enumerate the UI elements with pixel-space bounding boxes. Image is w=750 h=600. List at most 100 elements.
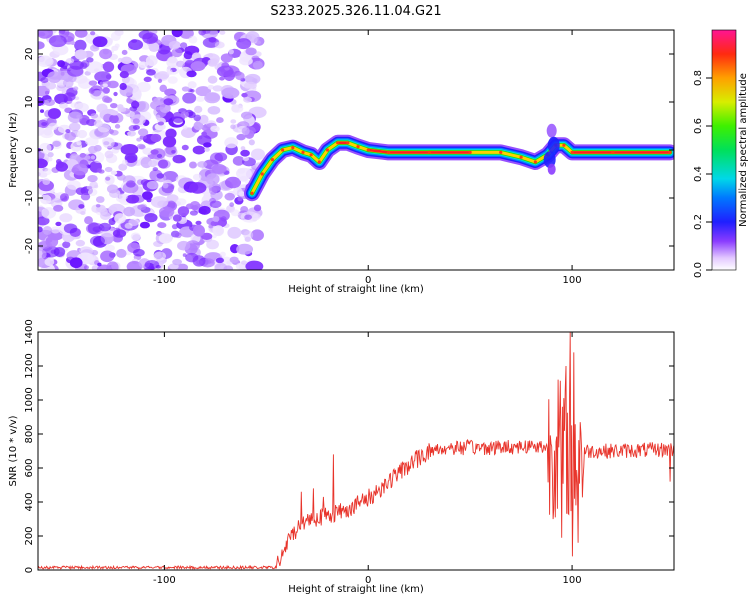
noise-speckle: [48, 35, 67, 48]
noise-speckle: [150, 196, 169, 209]
noise-speckle: [144, 259, 160, 270]
noise-speckle: [219, 30, 226, 35]
noise-speckle: [40, 194, 52, 205]
noise-speckle: [176, 198, 187, 206]
noise-speckle: [50, 226, 61, 234]
noise-speckle: [250, 148, 265, 161]
noise-speckle: [197, 161, 208, 168]
noise-speckle: [69, 257, 83, 269]
y-tick-label: 0: [24, 567, 35, 573]
noise-speckle: [195, 96, 205, 102]
noise-speckle: [156, 153, 163, 159]
noise-speckle: [189, 201, 201, 211]
noise-speckle: [153, 106, 167, 118]
noise-speckle: [47, 108, 61, 120]
noise-speckle: [156, 173, 165, 179]
snr-series-line: [38, 332, 674, 570]
noise-speckle: [76, 114, 81, 119]
noise-speckle: [139, 134, 147, 140]
noise-speckle: [121, 159, 128, 165]
noise-speckle: [198, 30, 206, 36]
figure-title: S233.2025.326.11.04.G21: [270, 4, 441, 19]
noise-speckle: [214, 262, 228, 270]
noise-speckle: [230, 119, 237, 124]
noise-speckle: [201, 232, 213, 240]
noise-speckle: [38, 180, 54, 192]
noise-speckle: [105, 176, 111, 181]
noise-speckle: [126, 261, 143, 270]
noise-speckle: [78, 204, 85, 209]
noise-speckle: [109, 103, 118, 109]
noise-speckle: [65, 57, 75, 64]
noise-speckle: [144, 212, 158, 223]
noise-speckle: [104, 244, 116, 252]
noise-speckle: [100, 250, 115, 263]
noise-speckle: [195, 86, 212, 97]
noise-speckle: [137, 204, 147, 211]
noise-speckle: [63, 92, 76, 102]
y-tick-label: 400: [24, 492, 35, 511]
noise-speckle: [87, 174, 98, 183]
noise-speckle: [162, 135, 177, 148]
noise-speckle: [219, 251, 226, 258]
noise-speckle: [139, 221, 150, 229]
ridge-point: [250, 191, 254, 195]
ridge-point: [570, 150, 574, 154]
noise-speckle: [167, 76, 178, 84]
noise-speckle: [38, 241, 51, 249]
noise-speckle: [164, 88, 177, 97]
noise-speckle: [152, 167, 159, 172]
noise-speckle: [108, 129, 114, 134]
noise-speckle: [97, 262, 102, 267]
noise-speckle: [44, 168, 52, 175]
noise-speckle: [55, 162, 69, 172]
noise-speckle: [90, 31, 96, 36]
noise-speckle: [180, 111, 190, 118]
noise-speckle: [118, 163, 128, 171]
noise-speckle: [228, 49, 234, 55]
noise-speckle: [80, 192, 91, 201]
noise-speckle: [90, 155, 96, 160]
noise-speckle: [250, 229, 264, 241]
noise-speckle: [84, 216, 93, 225]
noise-speckle: [138, 61, 148, 69]
ridge-point: [533, 160, 537, 164]
noise-speckle: [148, 160, 158, 168]
noise-speckle: [215, 257, 224, 264]
noise-speckle: [74, 49, 87, 60]
noise-speckle: [209, 200, 222, 208]
noise-speckle: [117, 106, 127, 113]
noise-speckle: [237, 168, 246, 174]
noise-speckle: [132, 87, 142, 97]
noise-speckle: [121, 49, 128, 55]
noise-speckle: [210, 125, 220, 133]
noise-speckle: [240, 206, 249, 213]
noise-speckle: [55, 221, 62, 227]
noise-speckle: [192, 224, 205, 237]
noise-speckle: [185, 252, 199, 263]
noise-speckle: [124, 222, 133, 229]
ridge-point: [346, 141, 350, 145]
noise-speckle: [220, 65, 240, 78]
disturbance-blob: [547, 163, 556, 175]
noise-speckle: [129, 106, 138, 112]
noise-speckle: [158, 233, 173, 244]
spectrogram-y-label: Frequency (Hz): [8, 112, 19, 188]
noise-speckle: [224, 192, 236, 201]
noise-speckle: [70, 102, 78, 109]
noise-speckle: [76, 129, 88, 139]
noise-speckle: [148, 42, 160, 52]
y-tick-label: 0: [24, 147, 35, 153]
noise-speckle: [214, 41, 225, 49]
noise-speckle: [72, 163, 89, 176]
noise-speckle: [38, 41, 45, 50]
noise-speckle: [244, 81, 257, 90]
ridge-point: [427, 150, 431, 154]
noise-speckle: [132, 118, 140, 124]
noise-speckle: [89, 235, 105, 247]
noise-speckle: [137, 128, 149, 137]
noise-speckle: [110, 110, 119, 116]
noise-speckle: [162, 182, 169, 189]
noise-speckle: [102, 95, 111, 103]
